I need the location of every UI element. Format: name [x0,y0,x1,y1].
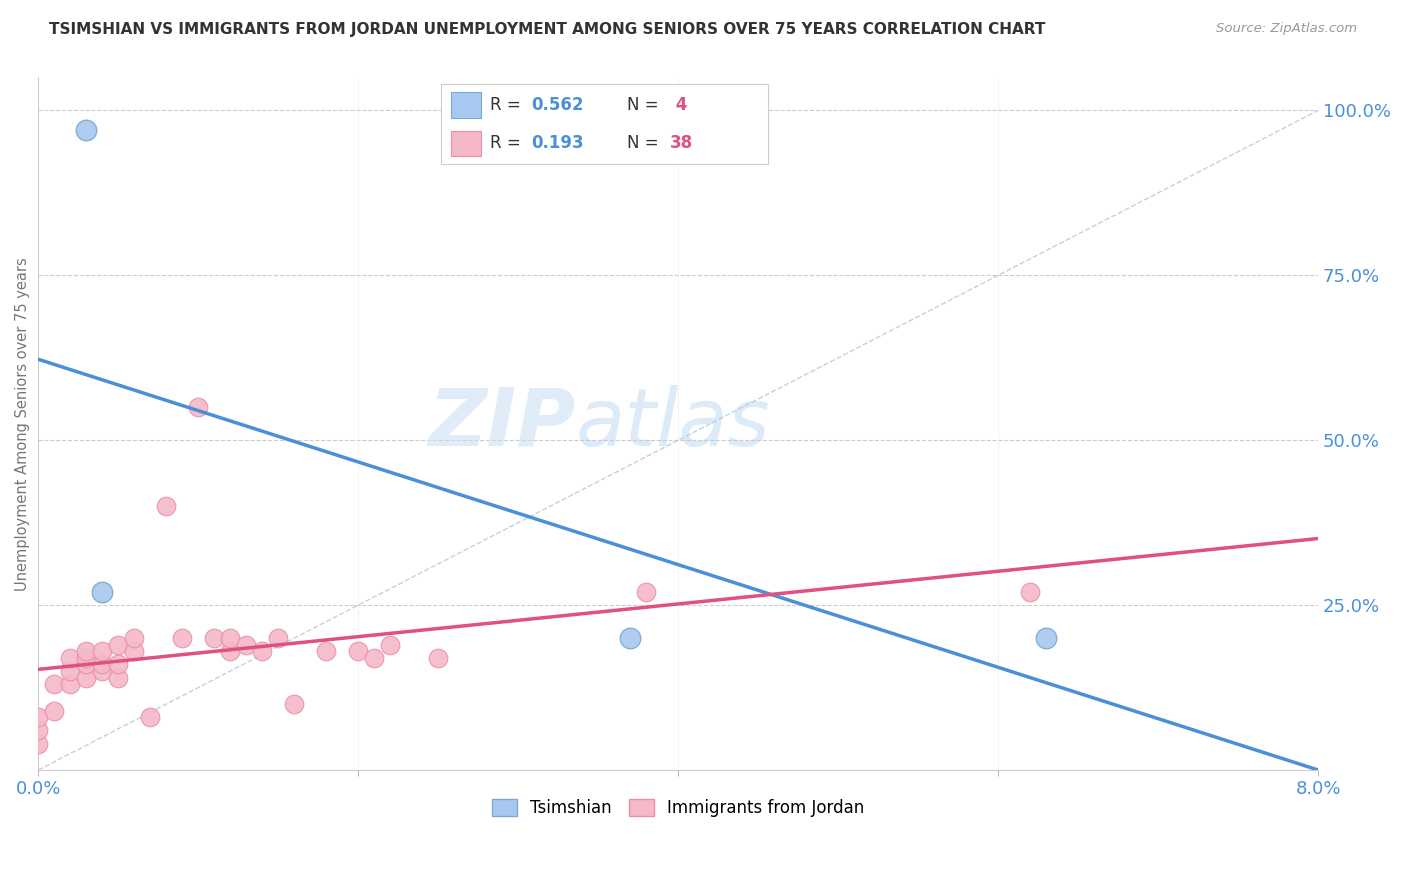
Point [27,723,49,738]
Point [91,664,114,678]
Point [107,657,129,672]
Point [283,697,305,711]
Point [636,585,658,599]
Point [91,644,114,658]
Point [139,710,162,724]
Point [1035,631,1057,645]
Point [59,651,82,665]
Point [1019,585,1042,599]
Point [75,651,97,665]
Text: Source: ZipAtlas.com: Source: ZipAtlas.com [1216,22,1357,36]
Point [124,631,146,645]
Point [91,585,114,599]
Y-axis label: Unemployment Among Seniors over 75 years: Unemployment Among Seniors over 75 years [15,257,30,591]
Point [219,644,242,658]
Point [75,657,97,672]
Point [91,657,114,672]
Point [380,638,402,652]
Text: TSIMSHIAN VS IMMIGRANTS FROM JORDAN UNEMPLOYMENT AMONG SENIORS OVER 75 YEARS COR: TSIMSHIAN VS IMMIGRANTS FROM JORDAN UNEM… [49,22,1046,37]
Point [172,631,194,645]
Text: ZIP: ZIP [429,384,576,463]
Point [44,704,66,718]
Point [155,499,177,513]
Point [75,644,97,658]
Point [267,631,290,645]
Point [427,651,450,665]
Point [44,677,66,691]
Point [59,677,82,691]
Point [75,123,97,137]
Point [187,401,209,415]
Point [75,671,97,685]
Point [59,664,82,678]
Point [27,710,49,724]
Point [219,631,242,645]
Point [347,644,370,658]
Point [124,644,146,658]
Point [107,671,129,685]
Point [27,737,49,751]
Point [202,631,225,645]
Legend: Tsimshian, Immigrants from Jordan: Tsimshian, Immigrants from Jordan [485,792,870,824]
Point [235,638,257,652]
Point [252,644,274,658]
Point [619,631,641,645]
Point [363,651,385,665]
Point [107,638,129,652]
Text: atlas: atlas [576,384,770,463]
Point [315,644,337,658]
